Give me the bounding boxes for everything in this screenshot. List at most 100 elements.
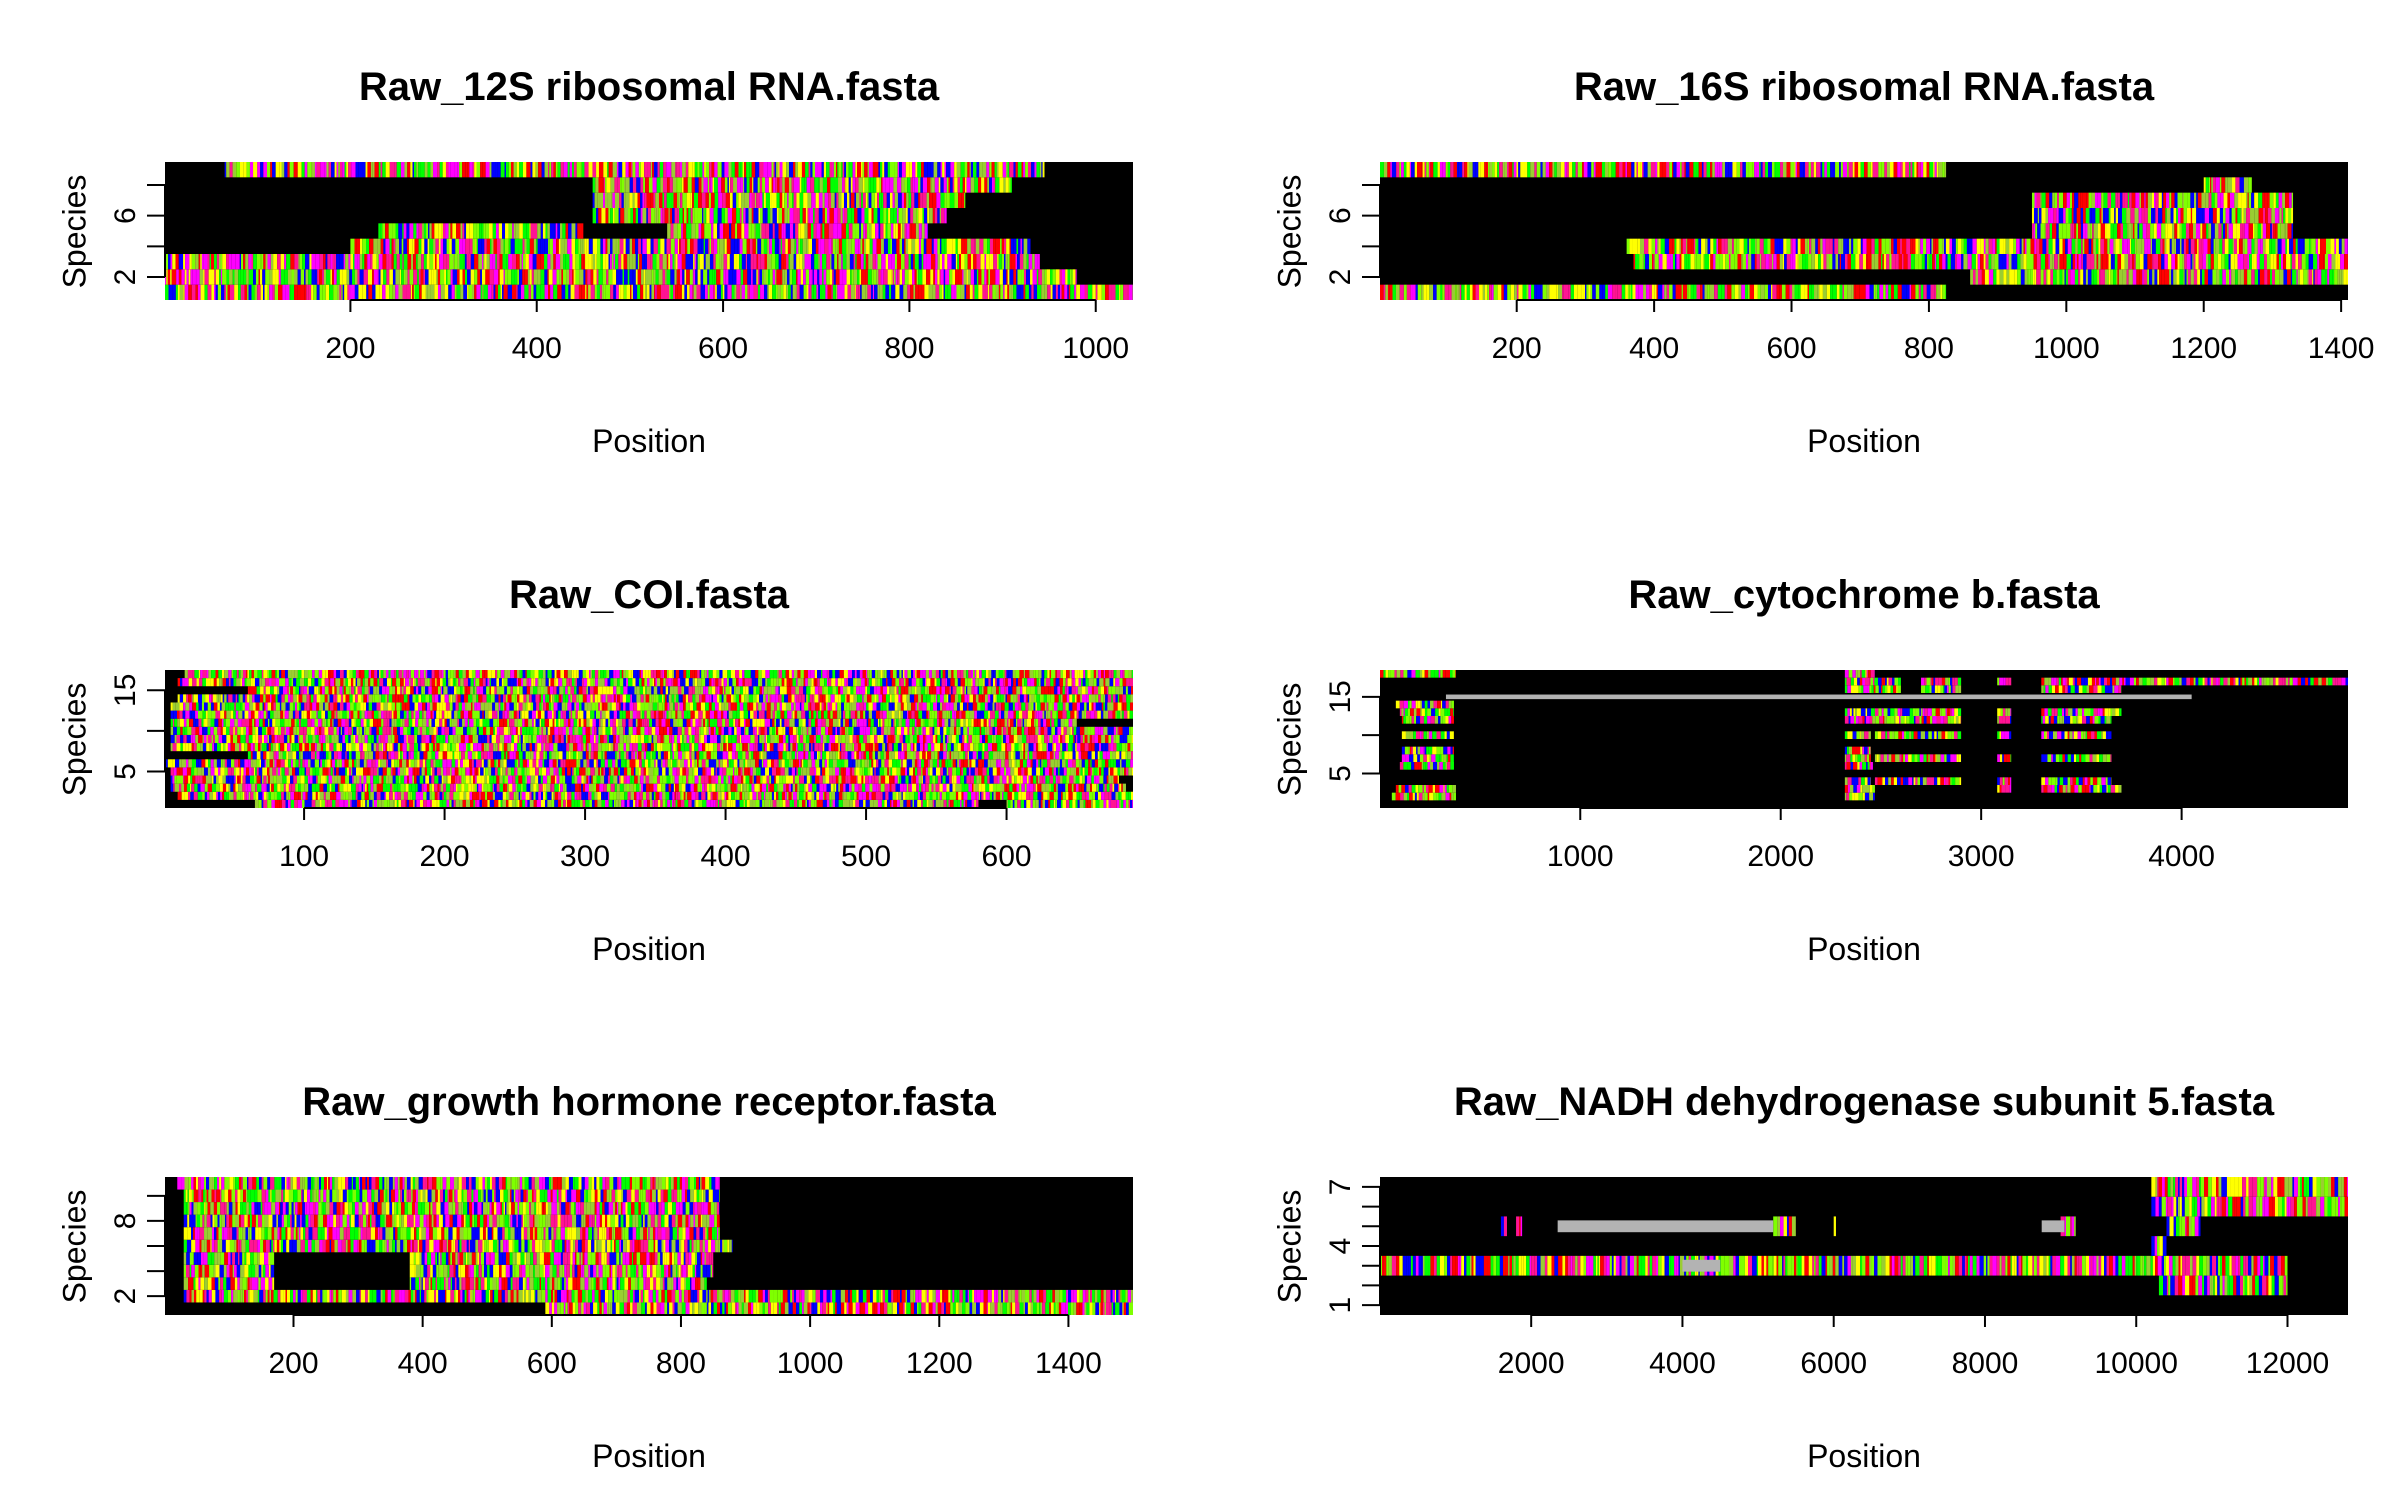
y-tick-label: 2 — [109, 269, 142, 286]
x-tick-label: 1200 — [906, 1347, 973, 1380]
chart-title: Raw_16S ribosomal RNA.fasta — [1573, 65, 2155, 109]
x-tick-label: 500 — [841, 840, 891, 873]
x-tick-label: 1000 — [2033, 332, 2100, 365]
species-row — [247, 686, 1133, 695]
x-axis-title: Position — [1807, 931, 1921, 967]
x-tick-label: 800 — [1904, 332, 1954, 365]
x-axis-title: Position — [592, 423, 706, 459]
x-tick-label: 1000 — [1062, 332, 1129, 365]
species-row — [183, 1202, 720, 1215]
y-tick-label: 5 — [109, 763, 142, 780]
species-row — [177, 694, 1133, 703]
x-tick-label: 400 — [512, 332, 562, 365]
chart-title: Raw_cytochrome b.fasta — [1628, 573, 2100, 617]
species-row — [224, 162, 1045, 178]
x-tick-label: 1000 — [1547, 840, 1614, 873]
gap-segment — [1557, 1220, 1774, 1233]
species-row — [1380, 284, 1947, 300]
species-row — [1401, 746, 1871, 755]
species-row — [177, 678, 1133, 687]
species-row — [592, 192, 966, 208]
y-tick-label: 2 — [109, 1288, 142, 1305]
species-row — [183, 1264, 714, 1278]
y-tick-label: 4 — [1324, 1238, 1357, 1255]
species-row — [1401, 716, 2112, 724]
x-tick-label: 600 — [527, 1347, 577, 1380]
y-tick-label: 8 — [109, 1213, 142, 1230]
x-tick-label: 4000 — [1649, 1347, 1716, 1380]
x-tick-label: 600 — [982, 840, 1032, 873]
y-tick-label: 1 — [1324, 1297, 1357, 1314]
species-row — [247, 751, 1133, 760]
y-tick-label: 6 — [1324, 207, 1357, 224]
species-row — [545, 1302, 1133, 1315]
x-tick-label: 3000 — [1948, 840, 2015, 873]
species-row — [1399, 708, 2122, 716]
species-row — [184, 670, 1133, 679]
x-tick-label: 200 — [1492, 332, 1542, 365]
x-tick-label: 100 — [279, 840, 329, 873]
species-row — [1391, 792, 1875, 801]
species-row — [1633, 254, 2348, 270]
chart-title: Raw_COI.fasta — [508, 573, 790, 617]
y-tick-label: 15 — [1324, 680, 1357, 713]
species-row — [170, 710, 1133, 719]
y-tick-label: 5 — [1324, 765, 1357, 782]
x-tick-label: 200 — [420, 840, 470, 873]
gap-segment — [2041, 1220, 2065, 1233]
species-row — [170, 718, 1077, 727]
species-row — [1844, 677, 2348, 686]
species-row — [2031, 223, 2294, 239]
y-tick-label: 7 — [1324, 1179, 1357, 1196]
y-tick-label: 6 — [109, 207, 142, 224]
x-tick-label: 800 — [884, 332, 934, 365]
x-tick-label: 2000 — [1747, 840, 1814, 873]
species-row — [1399, 762, 1873, 770]
x-tick-label: 8000 — [1952, 1347, 2019, 1380]
x-tick-label: 300 — [560, 840, 610, 873]
species-row — [1844, 777, 2112, 785]
y-tick-label: 15 — [109, 674, 142, 707]
species-row — [1970, 269, 2348, 285]
chart-title: Raw_12S ribosomal RNA.fasta — [358, 65, 940, 109]
species-row — [170, 783, 1126, 792]
y-tick-label: 2 — [1324, 269, 1357, 286]
species-row — [1380, 670, 1875, 678]
species-row — [2158, 1275, 2288, 1296]
x-tick-label: 12000 — [2246, 1347, 2329, 1380]
x-tick-label: 600 — [1766, 332, 1816, 365]
x-axis-title: Position — [1807, 1438, 1921, 1474]
species-row — [177, 1177, 720, 1190]
species-row — [170, 726, 1133, 735]
species-row — [183, 1252, 714, 1265]
x-tick-label: 400 — [1629, 332, 1679, 365]
species-row — [2151, 1196, 2348, 1217]
species-row — [2151, 1177, 2348, 1197]
gap-segment — [1682, 1259, 1721, 1272]
species-row — [170, 743, 1133, 752]
species-row — [165, 759, 1133, 768]
species-row — [1401, 731, 2112, 739]
x-tick-label: 1400 — [2308, 332, 2375, 365]
species-row — [1380, 162, 1947, 178]
species-row — [183, 1289, 1133, 1303]
x-tick-label: 200 — [268, 1347, 318, 1380]
species-row — [1395, 700, 1454, 709]
chart-title: Raw_growth hormone receptor.fasta — [302, 1080, 996, 1124]
species-row — [1844, 685, 2122, 693]
species-row — [2203, 177, 2252, 193]
species-row — [183, 1189, 720, 1203]
x-tick-label: 600 — [698, 332, 748, 365]
x-tick-label: 10000 — [2095, 1347, 2178, 1380]
x-tick-label: 400 — [701, 840, 751, 873]
species-row — [1395, 785, 2122, 793]
x-tick-label: 6000 — [1800, 1347, 1867, 1380]
species-row — [1401, 754, 2112, 762]
species-row — [254, 799, 1133, 808]
species-row — [170, 734, 1133, 744]
